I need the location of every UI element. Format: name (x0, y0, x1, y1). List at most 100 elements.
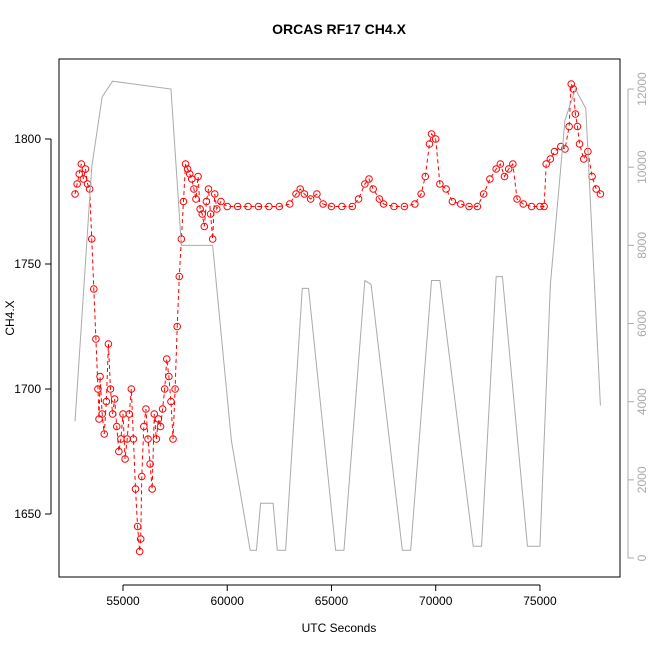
data-point (213, 205, 221, 213)
data-point (492, 165, 500, 173)
data-point (354, 195, 363, 203)
data-point (292, 190, 300, 198)
data-point (142, 405, 150, 413)
data-point (173, 322, 182, 331)
data-point (190, 185, 198, 193)
data-point (137, 472, 146, 481)
y2-tick-label: 0 (635, 554, 649, 561)
y2-tick-label: 10000 (635, 150, 649, 184)
data-point (71, 190, 79, 198)
data-point (192, 195, 200, 203)
data-point (73, 180, 81, 188)
data-point (127, 385, 136, 393)
y2-tick-label: 2000 (635, 466, 649, 493)
data-point (431, 135, 440, 143)
data-point (509, 160, 517, 168)
x-tick-label: 55000 (106, 594, 140, 608)
data-point (375, 195, 384, 203)
y-tick-label: 1750 (14, 257, 41, 271)
data-point (100, 430, 109, 438)
data-point (208, 235, 217, 243)
data-point (194, 172, 202, 181)
data-point (133, 522, 142, 531)
chart-title: ORCAS RF17 CH4.X (272, 21, 406, 37)
data-point (496, 160, 505, 168)
data-point (185, 170, 194, 178)
data-point (108, 410, 117, 418)
data-point (167, 397, 175, 406)
data-point (217, 197, 225, 206)
data-point (202, 197, 211, 206)
data-point (175, 272, 184, 281)
data-point (569, 85, 578, 93)
data-point (527, 202, 536, 211)
y2-tick-label: 6000 (635, 310, 649, 337)
data-point (125, 410, 134, 418)
data-point (390, 202, 398, 211)
data-point (196, 205, 204, 213)
data-point (265, 202, 273, 211)
data-point (102, 397, 111, 406)
data-point (596, 190, 605, 198)
y-axis-label: CH4.X (3, 300, 17, 335)
data-point (223, 202, 232, 211)
data-point (579, 155, 588, 163)
data-point (369, 185, 377, 193)
x-axis-label: UTC Seconds (302, 621, 377, 635)
data-point (550, 147, 559, 156)
data-point (200, 222, 209, 231)
y2-tick-label: 8000 (635, 232, 649, 259)
data-point (140, 422, 148, 431)
data-point (183, 165, 192, 173)
data-point (104, 340, 113, 348)
data-point (254, 202, 263, 211)
data-point (87, 235, 96, 243)
data-point (486, 175, 494, 183)
data-point (144, 435, 152, 443)
data-point (244, 202, 252, 211)
data-point (160, 385, 169, 393)
data-point (573, 122, 582, 131)
data-point (442, 185, 450, 193)
data-point (204, 185, 213, 193)
data-point (148, 485, 156, 493)
data-point (379, 200, 388, 208)
data-point (96, 372, 104, 381)
data-point (519, 200, 528, 208)
plot-box (58, 58, 621, 578)
data-point (306, 195, 315, 203)
data-point (411, 200, 419, 208)
data-point (365, 175, 373, 183)
data-point (456, 200, 465, 208)
data-point (115, 447, 123, 456)
data-point (150, 410, 159, 418)
data-point (592, 185, 601, 193)
data-point (427, 130, 436, 138)
data-point (210, 190, 219, 198)
data-point (536, 202, 544, 211)
data-point (275, 202, 284, 211)
data-point (500, 172, 509, 181)
data-point (92, 335, 100, 343)
data-point (171, 385, 179, 393)
data-point (162, 355, 171, 363)
data-point (417, 190, 425, 198)
data-point (233, 202, 242, 211)
data-point (158, 405, 167, 413)
data-point (540, 202, 548, 211)
data-point (565, 122, 573, 131)
y-tick-label: 1700 (14, 382, 41, 396)
x-tick-label: 65000 (315, 594, 349, 608)
data-point (348, 202, 357, 211)
data-point (575, 140, 584, 148)
data-point (313, 190, 321, 198)
data-point (135, 547, 144, 556)
data-point (400, 202, 409, 211)
data-point (513, 195, 521, 203)
data-point (169, 435, 177, 443)
data-point (90, 285, 98, 293)
data-point (571, 110, 580, 118)
series-line (74, 80, 601, 551)
data-point (129, 435, 138, 443)
